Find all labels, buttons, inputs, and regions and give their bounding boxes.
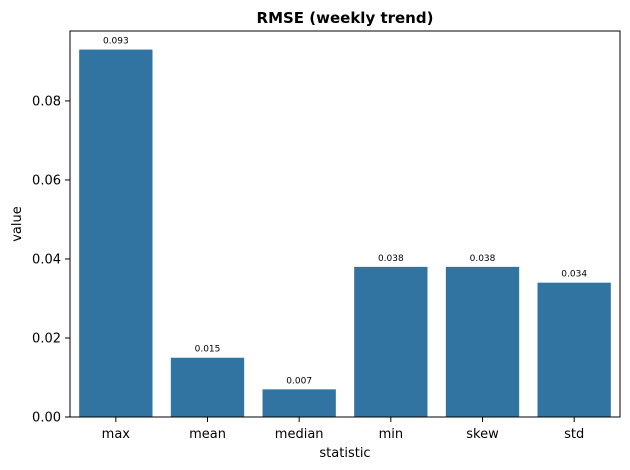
x-axis-label: statistic (319, 446, 370, 461)
plot-frame (69, 30, 621, 418)
x-axis: max mean median min skew std (102, 417, 584, 442)
y-tick-label: 0.06 (32, 173, 61, 188)
bar-skew (445, 266, 520, 417)
x-tick-label: mean (189, 427, 226, 442)
data-label-max: 0.093 (103, 37, 129, 47)
bar-mean (170, 357, 245, 417)
y-tick-label: 0.02 (32, 331, 61, 346)
bar-min (354, 266, 428, 417)
chart-title: RMSE (weekly trend) (257, 9, 434, 27)
x-tick-label: skew (466, 427, 499, 442)
data-label-std: 0.034 (561, 270, 587, 280)
bar-median (262, 389, 336, 417)
y-axis-label: value (10, 206, 25, 242)
bars-group (79, 49, 611, 417)
bar-max (79, 49, 153, 417)
x-tick-label: min (379, 427, 404, 442)
data-label-skew: 0.038 (470, 254, 496, 264)
y-axis: 0.00 0.02 0.04 0.06 0.08 (32, 94, 70, 426)
y-tick-label: 0.08 (32, 94, 61, 109)
y-tick-label: 0.04 (32, 252, 61, 267)
x-tick-label: std (564, 427, 584, 442)
y-tick-label: 0.00 (32, 411, 61, 426)
data-label-mean: 0.015 (195, 345, 221, 355)
x-tick-label: max (102, 427, 131, 442)
data-labels-group: 0.093 0.015 0.007 0.038 0.038 0.034 (103, 37, 587, 387)
data-label-median: 0.007 (286, 376, 312, 386)
bar-std (537, 282, 611, 417)
data-label-min: 0.038 (378, 254, 404, 264)
x-tick-label: median (275, 427, 324, 442)
